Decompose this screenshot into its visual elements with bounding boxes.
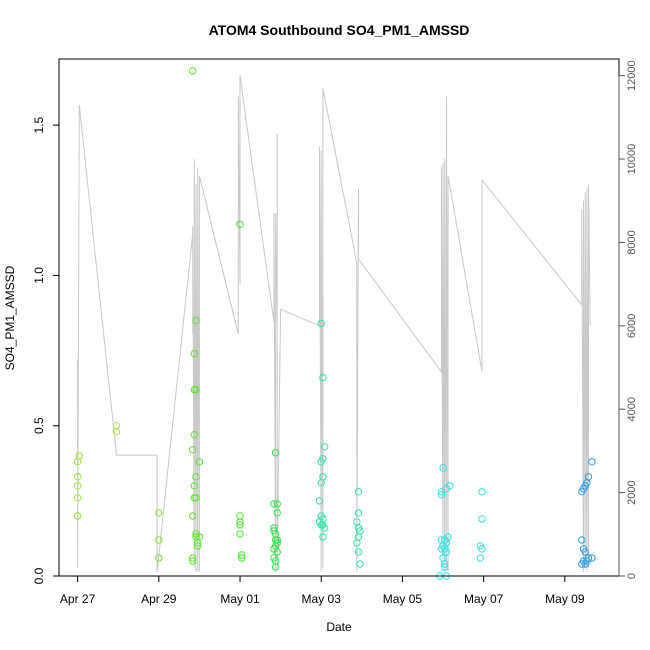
y-tick-label: 0.5 [32, 417, 46, 434]
scatter-points-layer [73, 67, 596, 580]
data-point [189, 554, 197, 562]
y-tick-label: 1.0 [32, 267, 46, 284]
data-point [155, 536, 163, 544]
data-point [478, 515, 486, 523]
right-y-tick-label: 0 [626, 573, 638, 579]
x-axis: Apr 27 Apr 29 May 01 May 03 May 05 May 07 May … [60, 575, 585, 606]
data-point [437, 488, 446, 496]
data-point [354, 533, 363, 541]
data-point [192, 473, 200, 481]
chart-title: ATOM4 Southbound SO4_PM1_AMSSD [209, 22, 470, 38]
data-point [273, 548, 281, 556]
data-point [190, 431, 199, 439]
data-point [317, 458, 325, 466]
data-point [353, 539, 361, 547]
data-point [478, 545, 486, 553]
data-point [195, 458, 204, 466]
x-tick-label: Apr 27 [60, 592, 96, 606]
data-point [73, 473, 82, 481]
y-axis: 0.0 0.5 1.0 1.5 [32, 116, 60, 584]
x-tick-label: Apr 29 [141, 592, 177, 606]
data-point [155, 554, 163, 562]
data-point [238, 551, 246, 559]
data-point [317, 479, 325, 487]
right-axis-series-layer [77, 75, 591, 572]
right-y-tick-label: 6000 [626, 314, 638, 338]
data-point [588, 458, 596, 466]
x-tick-label: May 01 [220, 592, 260, 606]
x-tick-label: May 05 [383, 592, 423, 606]
data-point [320, 524, 329, 532]
data-point [271, 449, 280, 457]
data-point [189, 67, 197, 75]
data-point [192, 316, 200, 325]
data-point [273, 509, 281, 517]
data-point [270, 500, 278, 508]
data-point [236, 512, 244, 520]
data-point [192, 494, 200, 502]
data-point [194, 542, 202, 550]
right-axis-trace-line [77, 75, 591, 572]
y-tick-label: 0.0 [32, 567, 46, 584]
data-point [73, 512, 82, 520]
right-y-tick-label: 8000 [626, 230, 638, 254]
data-point [236, 530, 244, 538]
data-point [437, 491, 446, 499]
data-point [112, 422, 121, 430]
data-point [581, 548, 589, 556]
right-y-tick-label: 12000 [626, 60, 638, 91]
data-point [578, 560, 586, 568]
data-point [354, 509, 363, 517]
data-point [273, 500, 281, 508]
data-point [192, 385, 200, 394]
data-point [236, 220, 244, 229]
data-point [155, 509, 163, 517]
data-point [354, 488, 363, 496]
data-point [354, 548, 363, 556]
right-y-axis: 0 2000 4000 6000 8000 10000 12000 [618, 60, 638, 579]
right-y-tick-label: 2000 [626, 480, 638, 504]
data-point [238, 554, 246, 562]
data-point [478, 488, 486, 496]
x-axis-label: Date [326, 620, 352, 634]
data-point [190, 482, 199, 490]
data-point [320, 443, 329, 451]
y-tick-label: 1.5 [32, 116, 46, 133]
data-point [578, 488, 586, 496]
x-tick-label: May 07 [464, 592, 504, 606]
data-point [319, 533, 327, 541]
data-point [73, 494, 82, 502]
data-point [317, 319, 325, 328]
data-point [442, 548, 451, 556]
data-point [356, 560, 364, 568]
data-point [441, 560, 449, 568]
data-point [578, 536, 586, 544]
data-point [75, 452, 84, 460]
data-point [236, 518, 244, 526]
plot-frame [58, 58, 620, 577]
data-point [189, 512, 197, 520]
x-tick-label: May 03 [302, 592, 342, 606]
data-point [236, 521, 244, 529]
y-axis-label: SO4_PM1_AMSSD [3, 265, 17, 370]
data-point [73, 482, 82, 490]
data-point [439, 464, 447, 472]
data-point [189, 446, 197, 454]
data-point [195, 533, 204, 541]
data-point [190, 349, 199, 358]
data-point [319, 373, 327, 382]
right-y-tick-label: 10000 [626, 144, 638, 175]
data-point [189, 557, 197, 565]
x-tick-label: May 09 [545, 592, 585, 606]
data-point [441, 563, 449, 571]
data-point [476, 554, 484, 562]
data-point [581, 560, 589, 568]
right-y-tick-label: 4000 [626, 397, 638, 421]
data-point [315, 497, 324, 505]
data-point [271, 563, 280, 571]
